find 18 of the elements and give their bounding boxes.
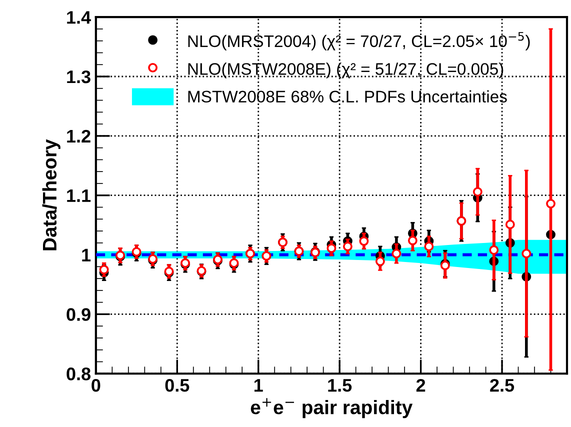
legend-label: NLO(MSTW2008E) (χ² = 51/27, CL=0.005) [188, 62, 504, 78]
y-tick-label: 1.4 [67, 11, 91, 24]
legend-label: NLO(MRST2004) (χ² = 70/27, CL=2.05× 10$^{−5}$) [188, 32, 530, 50]
y-axis-title: Data/Theory [42, 139, 60, 250]
y-tick-label: 1.3 [67, 70, 90, 84]
legend-label: MSTW2008E 68% C.L. PDFs Uncertainties [188, 90, 507, 103]
y-tick-label: 1 [82, 248, 91, 262]
y-tick-label: 0.8 [66, 368, 91, 380]
x-tick-label: 2.5 [490, 378, 514, 392]
y-tick-label: 1.1 [67, 189, 91, 202]
x-tick-label: 0 [92, 378, 100, 392]
y-tick-label: 0.9 [66, 308, 90, 321]
x-tick-label: 1.5 [328, 379, 352, 392]
y-tick-label: 1.2 [67, 130, 90, 142]
x-tick-label: 0.5 [165, 378, 190, 392]
x-axis-title: e$^{+}$e$^{−}$ pair rapidity [250, 398, 413, 418]
x-tick-label: 2 [416, 378, 426, 392]
x-tick-label: 1 [254, 379, 263, 392]
